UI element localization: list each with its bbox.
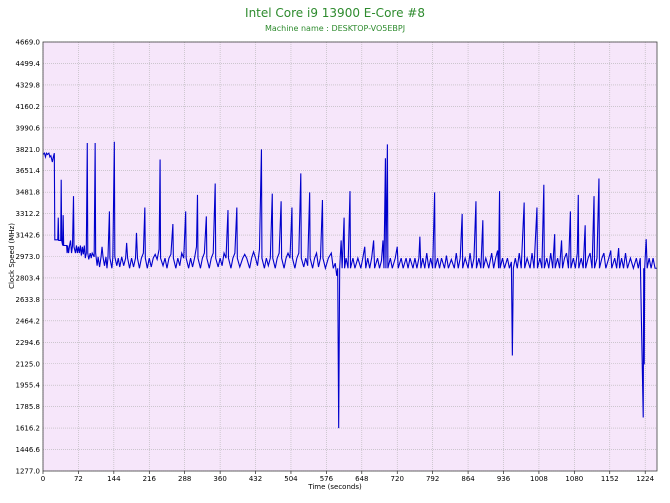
x-tick-label: 216 xyxy=(143,475,157,483)
y-tick-label: 4329.8 xyxy=(16,81,41,89)
y-tick-label: 2294.6 xyxy=(16,339,41,347)
x-tick-label: 504 xyxy=(284,475,298,483)
x-tick-label: 792 xyxy=(426,475,439,483)
y-tick-label: 3481.8 xyxy=(16,189,41,197)
y-axis-ticks: 1277.0 1446.6 1616.2 1785.8 1955.4 2125.0 2294… xyxy=(16,39,41,476)
x-tick-label: 936 xyxy=(497,475,511,483)
x-tick-label: 720 xyxy=(391,475,404,483)
x-tick-label: 1080 xyxy=(565,475,583,483)
x-axis-ticks: 0 72 144 216 288 360 432 504 576 648 720 792 864 936 1… xyxy=(41,471,655,483)
series-line-clock-speed xyxy=(42,141,657,429)
y-tick-label: 1446.6 xyxy=(16,446,41,454)
y-tick-label: 4669.0 xyxy=(16,39,41,47)
y-tick-label: 3142.6 xyxy=(16,232,41,240)
y-axis-label: Clock Speed (MHz) xyxy=(8,223,16,289)
x-tick-label: 432 xyxy=(249,475,262,483)
x-tick-label: 864 xyxy=(461,475,475,483)
y-tick-label: 4160.2 xyxy=(16,103,41,111)
x-tick-label: 1224 xyxy=(636,475,654,483)
y-tick-label: 1955.4 xyxy=(16,382,41,390)
y-tick-label: 2125.0 xyxy=(16,360,41,368)
plot-border xyxy=(42,41,658,472)
y-tick-label: 3821.0 xyxy=(16,146,41,154)
y-tick-label: 3651.4 xyxy=(16,167,41,175)
y-tick-label: 2633.8 xyxy=(16,296,41,304)
y-tick-label: 1616.2 xyxy=(16,425,41,433)
y-tick-label: 3990.6 xyxy=(16,124,41,132)
y-tick-label: 1277.0 xyxy=(16,468,41,476)
chart-title: Intel Core i9 13900 E-Core #8 xyxy=(245,6,425,20)
y-tick-label: 2973.0 xyxy=(16,253,41,261)
x-tick-label: 72 xyxy=(74,475,83,483)
y-tick-label: 2803.4 xyxy=(16,274,41,282)
x-axis-label: Time (seconds) xyxy=(307,483,362,491)
x-tick-label: 1008 xyxy=(530,475,548,483)
x-tick-label: 144 xyxy=(107,475,121,483)
x-tick-label: 648 xyxy=(355,475,368,483)
y-tick-label: 4499.4 xyxy=(16,60,41,68)
x-tick-label: 1152 xyxy=(601,475,619,483)
x-tick-label: 360 xyxy=(213,475,226,483)
x-tick-label: 576 xyxy=(320,475,334,483)
y-tick-label: 3312.2 xyxy=(16,210,41,218)
x-tick-label: 0 xyxy=(41,475,45,483)
y-tick-label: 2464.2 xyxy=(16,317,41,325)
y-tick-label: 1785.8 xyxy=(16,403,41,411)
x-tick-label: 288 xyxy=(178,475,191,483)
chart-subtitle: Machine name : DESKTOP-VO5EBPJ xyxy=(265,24,405,33)
